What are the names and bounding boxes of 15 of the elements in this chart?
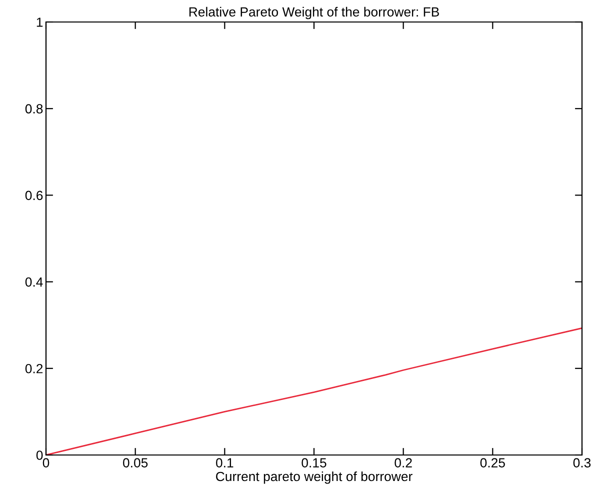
x-tick-label: 0.2 <box>394 458 412 468</box>
x-tick-label: 0 <box>42 458 50 468</box>
y-tick-label: 0.4 <box>25 277 43 287</box>
y-tick-label: 1 <box>36 18 43 27</box>
x-tick-label: 0.3 <box>573 458 591 468</box>
x-tick-label: 0.25 <box>480 458 505 468</box>
x-tick-label: 0.15 <box>302 458 326 468</box>
x-tick-label: 0.1 <box>216 458 234 468</box>
y-tick-label: 0.2 <box>25 364 43 374</box>
x-tick-label: 0.05 <box>123 458 148 468</box>
y-tick-label: 0 <box>36 450 43 460</box>
y-tick-label: 0.8 <box>25 104 43 114</box>
x-axis-title: Current pareto weight of borrower <box>216 471 412 484</box>
chart-title: Relative Pareto Weight of the borrower: FB <box>189 6 439 20</box>
y-tick-label: 0.6 <box>25 190 43 200</box>
